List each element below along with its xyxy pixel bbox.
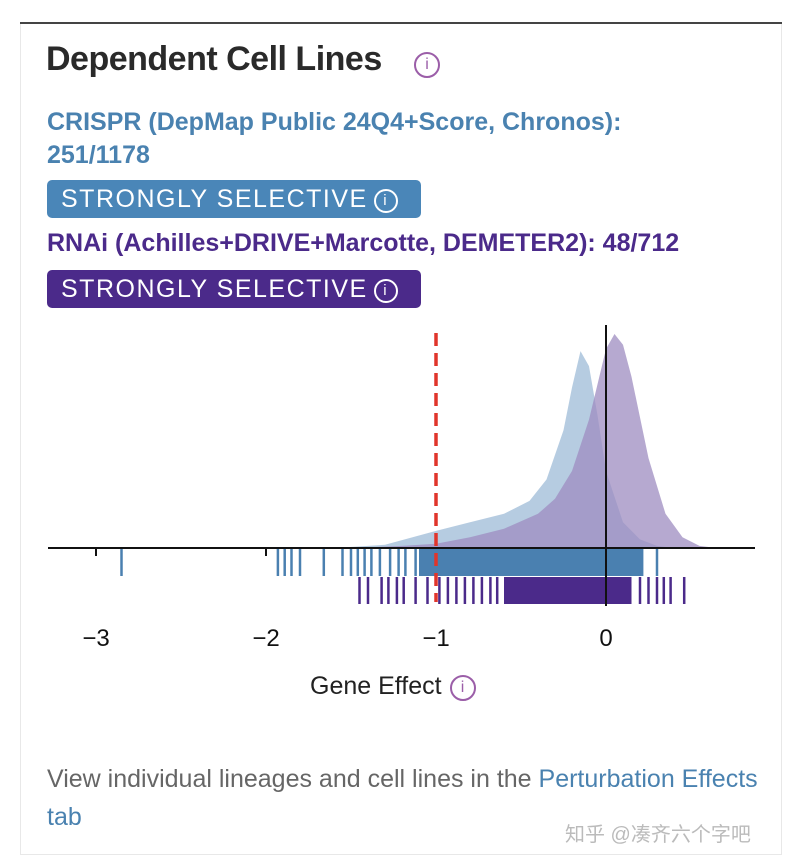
watermark: 知乎 @凑齐六个字吧: [565, 824, 751, 846]
x-tick-label: 0: [599, 625, 612, 652]
perturbation-effects-link[interactable]: Perturbation Effects tab: [47, 765, 758, 831]
footer-text: View individual lineages and cell lines …: [47, 765, 758, 831]
rug-band-rnai: [504, 577, 632, 604]
rnai-selectivity-badge: STRONGLY SELECTIVE i: [47, 270, 421, 308]
x-tick-label: −2: [252, 625, 279, 652]
page-title: Dependent Cell Lines: [46, 40, 382, 78]
x-tick-label: −3: [82, 625, 109, 652]
x-axis-label: Gene Effect i: [310, 672, 476, 701]
info-icon[interactable]: i: [373, 189, 398, 213]
info-icon[interactable]: i: [414, 52, 440, 78]
dependent-cell-lines-card: [20, 24, 782, 855]
x-tick-label: −1: [422, 625, 449, 652]
badge-label: STRONGLY SELECTIVE: [61, 275, 368, 303]
rnai-summary: RNAi (Achilles+DRIVE+Marcotte, DEMETER2)…: [47, 229, 680, 257]
crispr-selectivity-badge: STRONGLY SELECTIVE i: [47, 180, 421, 218]
badge-label: STRONGLY SELECTIVE: [61, 185, 368, 213]
rug-band-crispr: [419, 549, 644, 576]
crispr-summary: CRISPR (DepMap Public 24Q4+Score, Chrono…: [47, 108, 622, 169]
info-icon[interactable]: i: [373, 279, 398, 303]
top-divider: [20, 22, 782, 24]
info-icon[interactable]: i: [449, 675, 476, 701]
density-rnai: [351, 334, 717, 548]
